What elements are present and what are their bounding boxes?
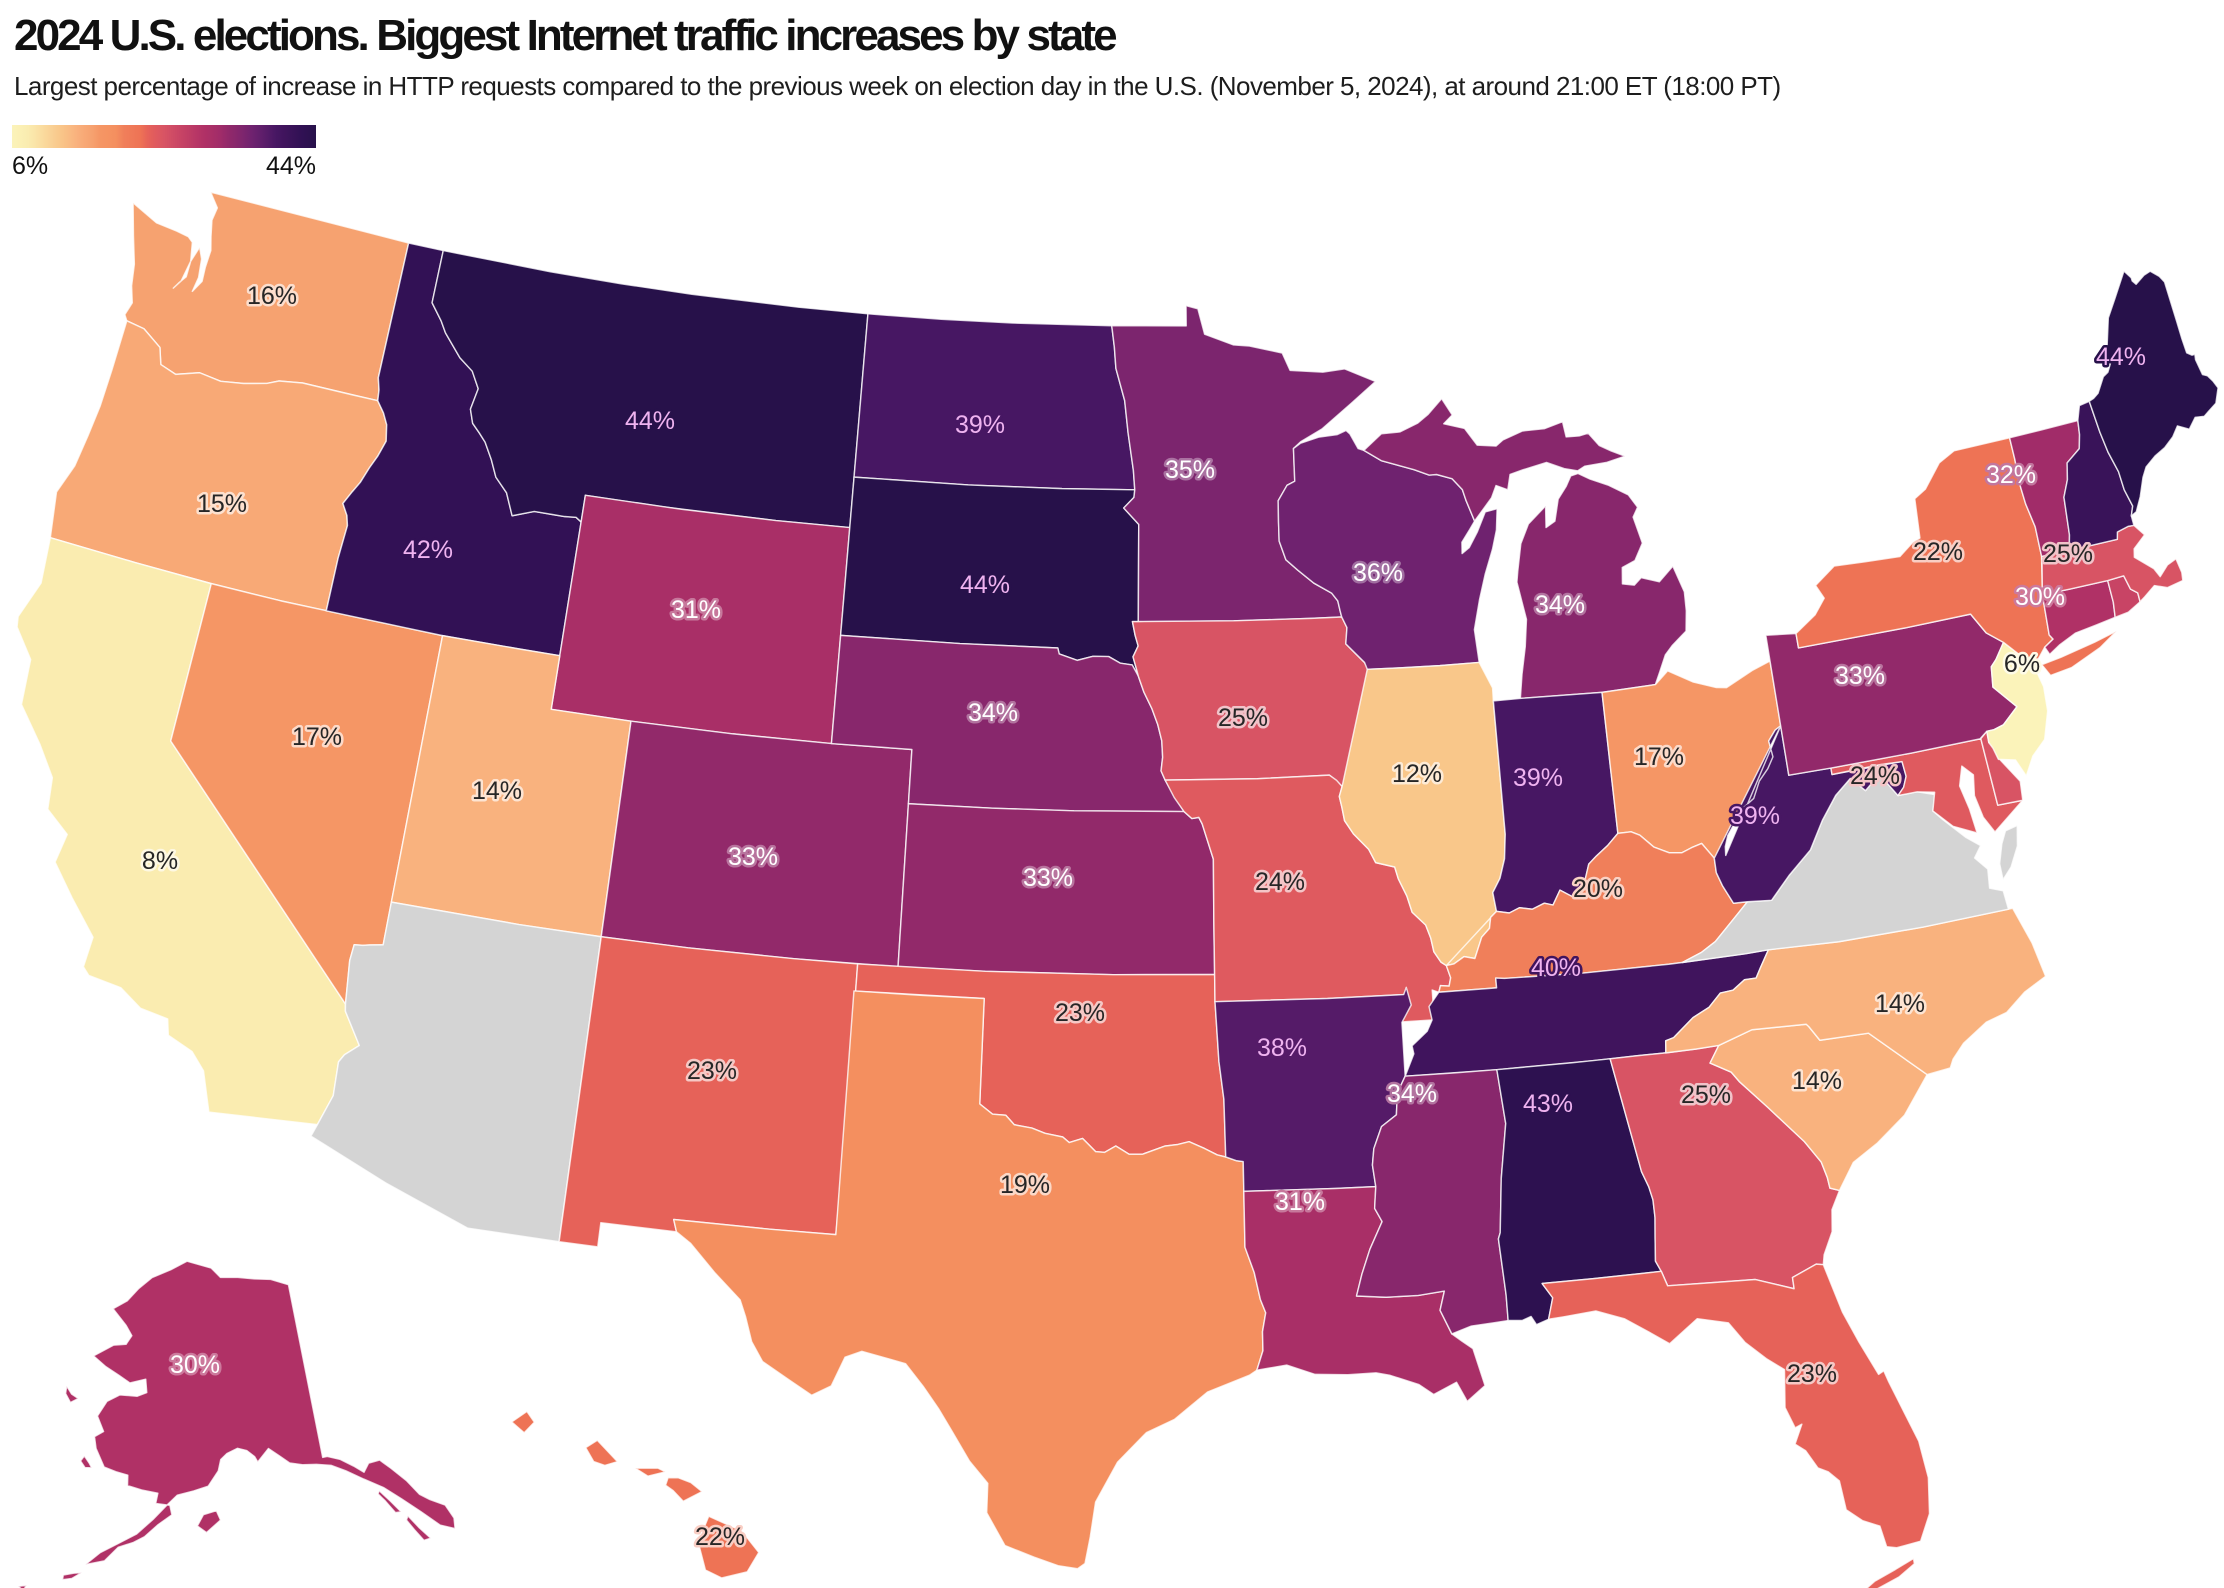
- svg-text:33%: 33%: [1835, 662, 1885, 690]
- svg-text:22%: 22%: [1913, 538, 1963, 566]
- svg-text:39%: 39%: [1730, 802, 1780, 830]
- svg-text:44%: 44%: [960, 571, 1010, 599]
- svg-text:35%: 35%: [1165, 456, 1215, 484]
- svg-text:33%: 33%: [728, 843, 778, 871]
- svg-text:32%: 32%: [1986, 461, 2036, 489]
- svg-text:23%: 23%: [1787, 1360, 1837, 1388]
- svg-text:23%: 23%: [687, 1057, 737, 1085]
- svg-text:6%: 6%: [12, 152, 48, 180]
- svg-text:24%: 24%: [1850, 762, 1900, 790]
- svg-text:22%: 22%: [695, 1523, 745, 1551]
- svg-text:34%: 34%: [1535, 591, 1585, 619]
- svg-text:8%: 8%: [142, 847, 178, 875]
- svg-text:16%: 16%: [247, 282, 297, 310]
- svg-text:24%: 24%: [1255, 868, 1305, 896]
- svg-text:43%: 43%: [1523, 1090, 1573, 1118]
- svg-text:30%: 30%: [170, 1351, 220, 1379]
- svg-text:44%: 44%: [266, 152, 316, 180]
- svg-text:31%: 31%: [1275, 1188, 1325, 1216]
- svg-text:14%: 14%: [1792, 1067, 1842, 1095]
- svg-text:23%: 23%: [1055, 999, 1105, 1027]
- svg-text:12%: 12%: [1392, 760, 1442, 788]
- svg-text:25%: 25%: [1218, 704, 1268, 732]
- svg-text:20%: 20%: [1573, 875, 1623, 903]
- svg-text:33%: 33%: [1023, 864, 1073, 892]
- svg-text:15%: 15%: [197, 490, 247, 518]
- svg-text:14%: 14%: [472, 777, 522, 805]
- svg-text:25%: 25%: [2043, 540, 2093, 568]
- svg-text:39%: 39%: [1513, 764, 1563, 792]
- svg-text:17%: 17%: [292, 723, 342, 751]
- svg-text:40%: 40%: [1531, 954, 1581, 982]
- svg-text:38%: 38%: [1257, 1034, 1307, 1062]
- svg-text:6%: 6%: [2004, 650, 2040, 678]
- svg-text:39%: 39%: [955, 411, 1005, 439]
- svg-text:34%: 34%: [968, 699, 1018, 727]
- svg-text:19%: 19%: [1000, 1171, 1050, 1199]
- svg-text:30%: 30%: [2015, 583, 2065, 611]
- svg-text:42%: 42%: [403, 536, 453, 564]
- svg-text:31%: 31%: [671, 596, 721, 624]
- svg-text:44%: 44%: [625, 407, 675, 435]
- svg-text:36%: 36%: [1353, 559, 1403, 587]
- svg-text:44%: 44%: [2096, 343, 2146, 371]
- svg-text:25%: 25%: [1681, 1081, 1731, 1109]
- svg-text:34%: 34%: [1387, 1080, 1437, 1108]
- svg-text:17%: 17%: [1634, 743, 1684, 771]
- svg-text:14%: 14%: [1875, 990, 1925, 1018]
